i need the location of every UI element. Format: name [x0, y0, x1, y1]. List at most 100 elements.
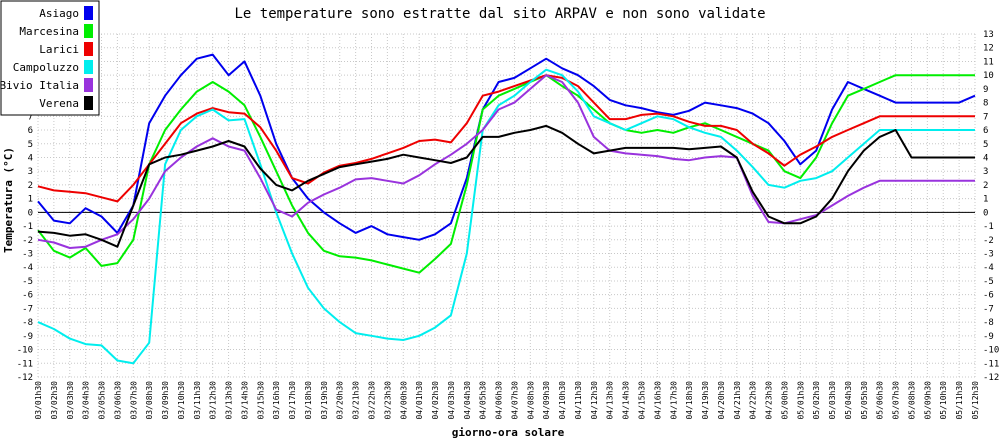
legend-label: Verena [39, 97, 79, 110]
y-tick-label-right: 4 [983, 153, 988, 163]
x-tick-label: 04/17h30 [669, 381, 678, 420]
y-tick-label-right: 5 [983, 140, 988, 150]
y-tick-label-right: -8 [983, 318, 994, 328]
series-line-larici [37, 74, 975, 203]
x-tick-label: 03/18h30 [304, 381, 313, 420]
y-tick-label-right: 10 [983, 71, 994, 81]
x-tick-label: 03/15h30 [256, 381, 265, 420]
x-tick-label: 03/07h30 [129, 381, 138, 420]
x-tick-label: 05/05h30 [860, 381, 869, 420]
x-tick-label: 04/03h30 [447, 381, 456, 420]
y-tick-label-right: -12 [983, 373, 999, 383]
legend-box [0, 0, 100, 116]
x-tick-label: 03/13h30 [225, 381, 234, 420]
x-tick-label: 03/05h30 [98, 381, 107, 420]
y-tick-label-right: -7 [983, 304, 994, 314]
y-tick-label-right: 1 [983, 195, 988, 205]
x-tick-label: 05/11h30 [955, 381, 964, 420]
y-tick-label-left: -12 [17, 373, 33, 383]
legend: Asiago Marcesina Larici Campoluzzo Bivio Ita… [0, 0, 100, 116]
legend-swatch [84, 78, 93, 92]
y-tick-label-right: 7 [983, 112, 988, 122]
x-tick-label: 03/12h30 [209, 381, 218, 420]
x-tick-label: 05/10h30 [939, 381, 948, 420]
y-tick-label-right: 11 [983, 57, 994, 67]
x-tick-label: 04/10h30 [558, 381, 567, 420]
x-tick-label: 04/14h30 [622, 381, 631, 420]
series-line-verena [37, 124, 975, 248]
legend-swatch [84, 60, 93, 74]
x-tick-label: 03/14h30 [240, 381, 249, 420]
x-tick-label: 04/00h30 [399, 381, 408, 420]
y-tick-label-left: -3 [22, 250, 33, 260]
y-tick-label-left: -1 [22, 222, 33, 232]
y-axis-right: -12-11-10-9-8-7-6-5-4-3-2-10123456789101… [983, 30, 999, 383]
y-tick-label-left: 0 [28, 208, 33, 218]
x-tick-label: 03/03h30 [66, 381, 75, 420]
y-tick-label-right: 3 [983, 167, 988, 177]
x-tick-label: 04/01h30 [415, 381, 424, 420]
x-tick-label: 04/21h30 [733, 381, 742, 420]
x-tick-label: 03/01h30 [34, 381, 43, 420]
x-tick-label: 04/13h30 [606, 381, 615, 420]
x-tick-label: 03/06h30 [113, 381, 122, 420]
y-tick-label-right: 0 [983, 208, 988, 218]
legend-swatch [84, 6, 93, 20]
x-tick-label: 03/11h30 [193, 381, 202, 420]
legend-label: Campoluzzo [13, 61, 79, 74]
y-tick-label-left: 6 [28, 126, 33, 136]
x-tick-label: 05/01h30 [796, 381, 805, 420]
x-tick-label: 03/08h30 [145, 381, 154, 420]
legend-swatch [84, 24, 93, 38]
legend-label: Marcesina [19, 25, 79, 38]
y-axis-label: Temperatura (°C) [2, 147, 15, 253]
y-tick-label-right: -9 [983, 332, 994, 342]
x-tick-label: 03/19h30 [320, 381, 329, 420]
x-tick-label: 04/04h30 [463, 381, 472, 420]
y-tick-label-right: -4 [983, 263, 994, 273]
y-tick-label-right: -1 [983, 222, 994, 232]
legend-swatch [84, 96, 93, 110]
x-axis-label: giorno-ora solare [452, 426, 565, 439]
x-tick-label: 04/07h30 [510, 381, 519, 420]
x-tick-label: 05/00h30 [780, 381, 789, 420]
x-tick-label: 04/06h30 [495, 381, 504, 420]
y-tick-label-left: 2 [28, 181, 33, 191]
y-tick-label-right: -10 [983, 346, 999, 356]
y-tick-label-right: -6 [983, 291, 994, 301]
x-tick-label: 03/22h30 [368, 381, 377, 420]
y-tick-label-left: -2 [22, 236, 33, 246]
x-tick-label: 03/02h30 [50, 381, 59, 420]
x-tick-label: 04/20h30 [717, 381, 726, 420]
y-tick-label-left: -4 [22, 263, 33, 273]
chart-title: Le temperature sono estratte dal sito AR… [234, 6, 765, 22]
x-tick-label: 03/09h30 [161, 381, 170, 420]
legend-label: Asiago [39, 7, 79, 20]
y-tick-label-right: -5 [983, 277, 994, 287]
x-tick-label: 04/02h30 [431, 381, 440, 420]
x-tick-label: 03/23h30 [383, 381, 392, 420]
y-tick-label-left: 1 [28, 195, 33, 205]
x-tick-label: 05/09h30 [923, 381, 932, 420]
x-tick-label: 03/21h30 [352, 381, 361, 420]
series-line-campoluzzo [37, 68, 975, 365]
y-tick-label-right: 9 [983, 85, 988, 95]
y-tick-label-left: 4 [28, 153, 33, 163]
y-tick-label-left: 3 [28, 167, 33, 177]
x-tick-label: 04/15h30 [637, 381, 646, 420]
y-tick-label-right: -11 [983, 359, 999, 369]
x-tick-label: 04/16h30 [653, 381, 662, 420]
x-tick-label: 03/10h30 [177, 381, 186, 420]
x-tick-label: 03/17h30 [288, 381, 297, 420]
y-tick-label-right: 13 [983, 30, 994, 40]
x-tick-label: 04/19h30 [701, 381, 710, 420]
x-tick-label: 04/22h30 [749, 381, 758, 420]
y-tick-label-right: 6 [983, 126, 988, 136]
x-tick-label: 05/04h30 [844, 381, 853, 420]
y-tick-label-left: 7 [28, 112, 33, 122]
x-tick-label: 03/16h30 [272, 381, 281, 420]
x-tick-label: 03/04h30 [82, 381, 91, 420]
legend-swatch [84, 42, 93, 56]
x-tick-label: 05/12h30 [971, 381, 980, 420]
x-tick-label: 05/02h30 [812, 381, 821, 420]
